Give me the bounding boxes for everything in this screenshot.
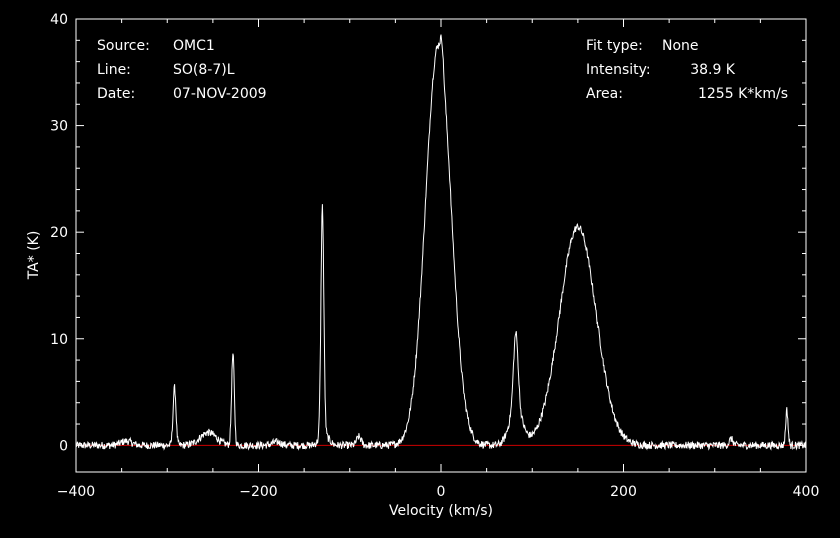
y-tick-label: 20: [50, 225, 68, 241]
axis-layer: −400 −200 0 200 400 0 10 20 30 40: [50, 12, 819, 500]
x-tick-label: 0: [437, 484, 446, 500]
source-value: OMC1: [173, 38, 215, 54]
y-tick-label: 30: [50, 119, 68, 135]
area-label: Area:: [586, 86, 623, 102]
area-value: 1255 K*km/s: [698, 86, 788, 102]
line-value: SO(8-7)L: [173, 62, 235, 78]
intensity-value: 38.9 K: [690, 62, 736, 78]
plot-layer: [75, 34, 807, 451]
line-label: Line:: [97, 62, 131, 78]
fit-type-label: Fit type:: [586, 38, 643, 54]
y-axis-title: TA* (K): [26, 231, 42, 281]
date-value: 07-NOV-2009: [173, 86, 267, 102]
intensity-label: Intensity:: [586, 62, 651, 78]
spectrum-line: [75, 34, 807, 451]
x-tick-label: −400: [57, 484, 95, 500]
date-label: Date:: [97, 86, 135, 102]
source-label: Source:: [97, 38, 150, 54]
y-tick-label: 40: [50, 12, 68, 28]
x-tick-label: −200: [239, 484, 277, 500]
x-axis-title: Velocity (km/s): [389, 503, 493, 519]
y-tick-label: 10: [50, 332, 68, 348]
y-tick-label: 0: [59, 438, 68, 454]
fit-type-value: None: [662, 38, 699, 54]
x-tick-label: 400: [793, 484, 820, 500]
x-tick-label: 200: [610, 484, 637, 500]
